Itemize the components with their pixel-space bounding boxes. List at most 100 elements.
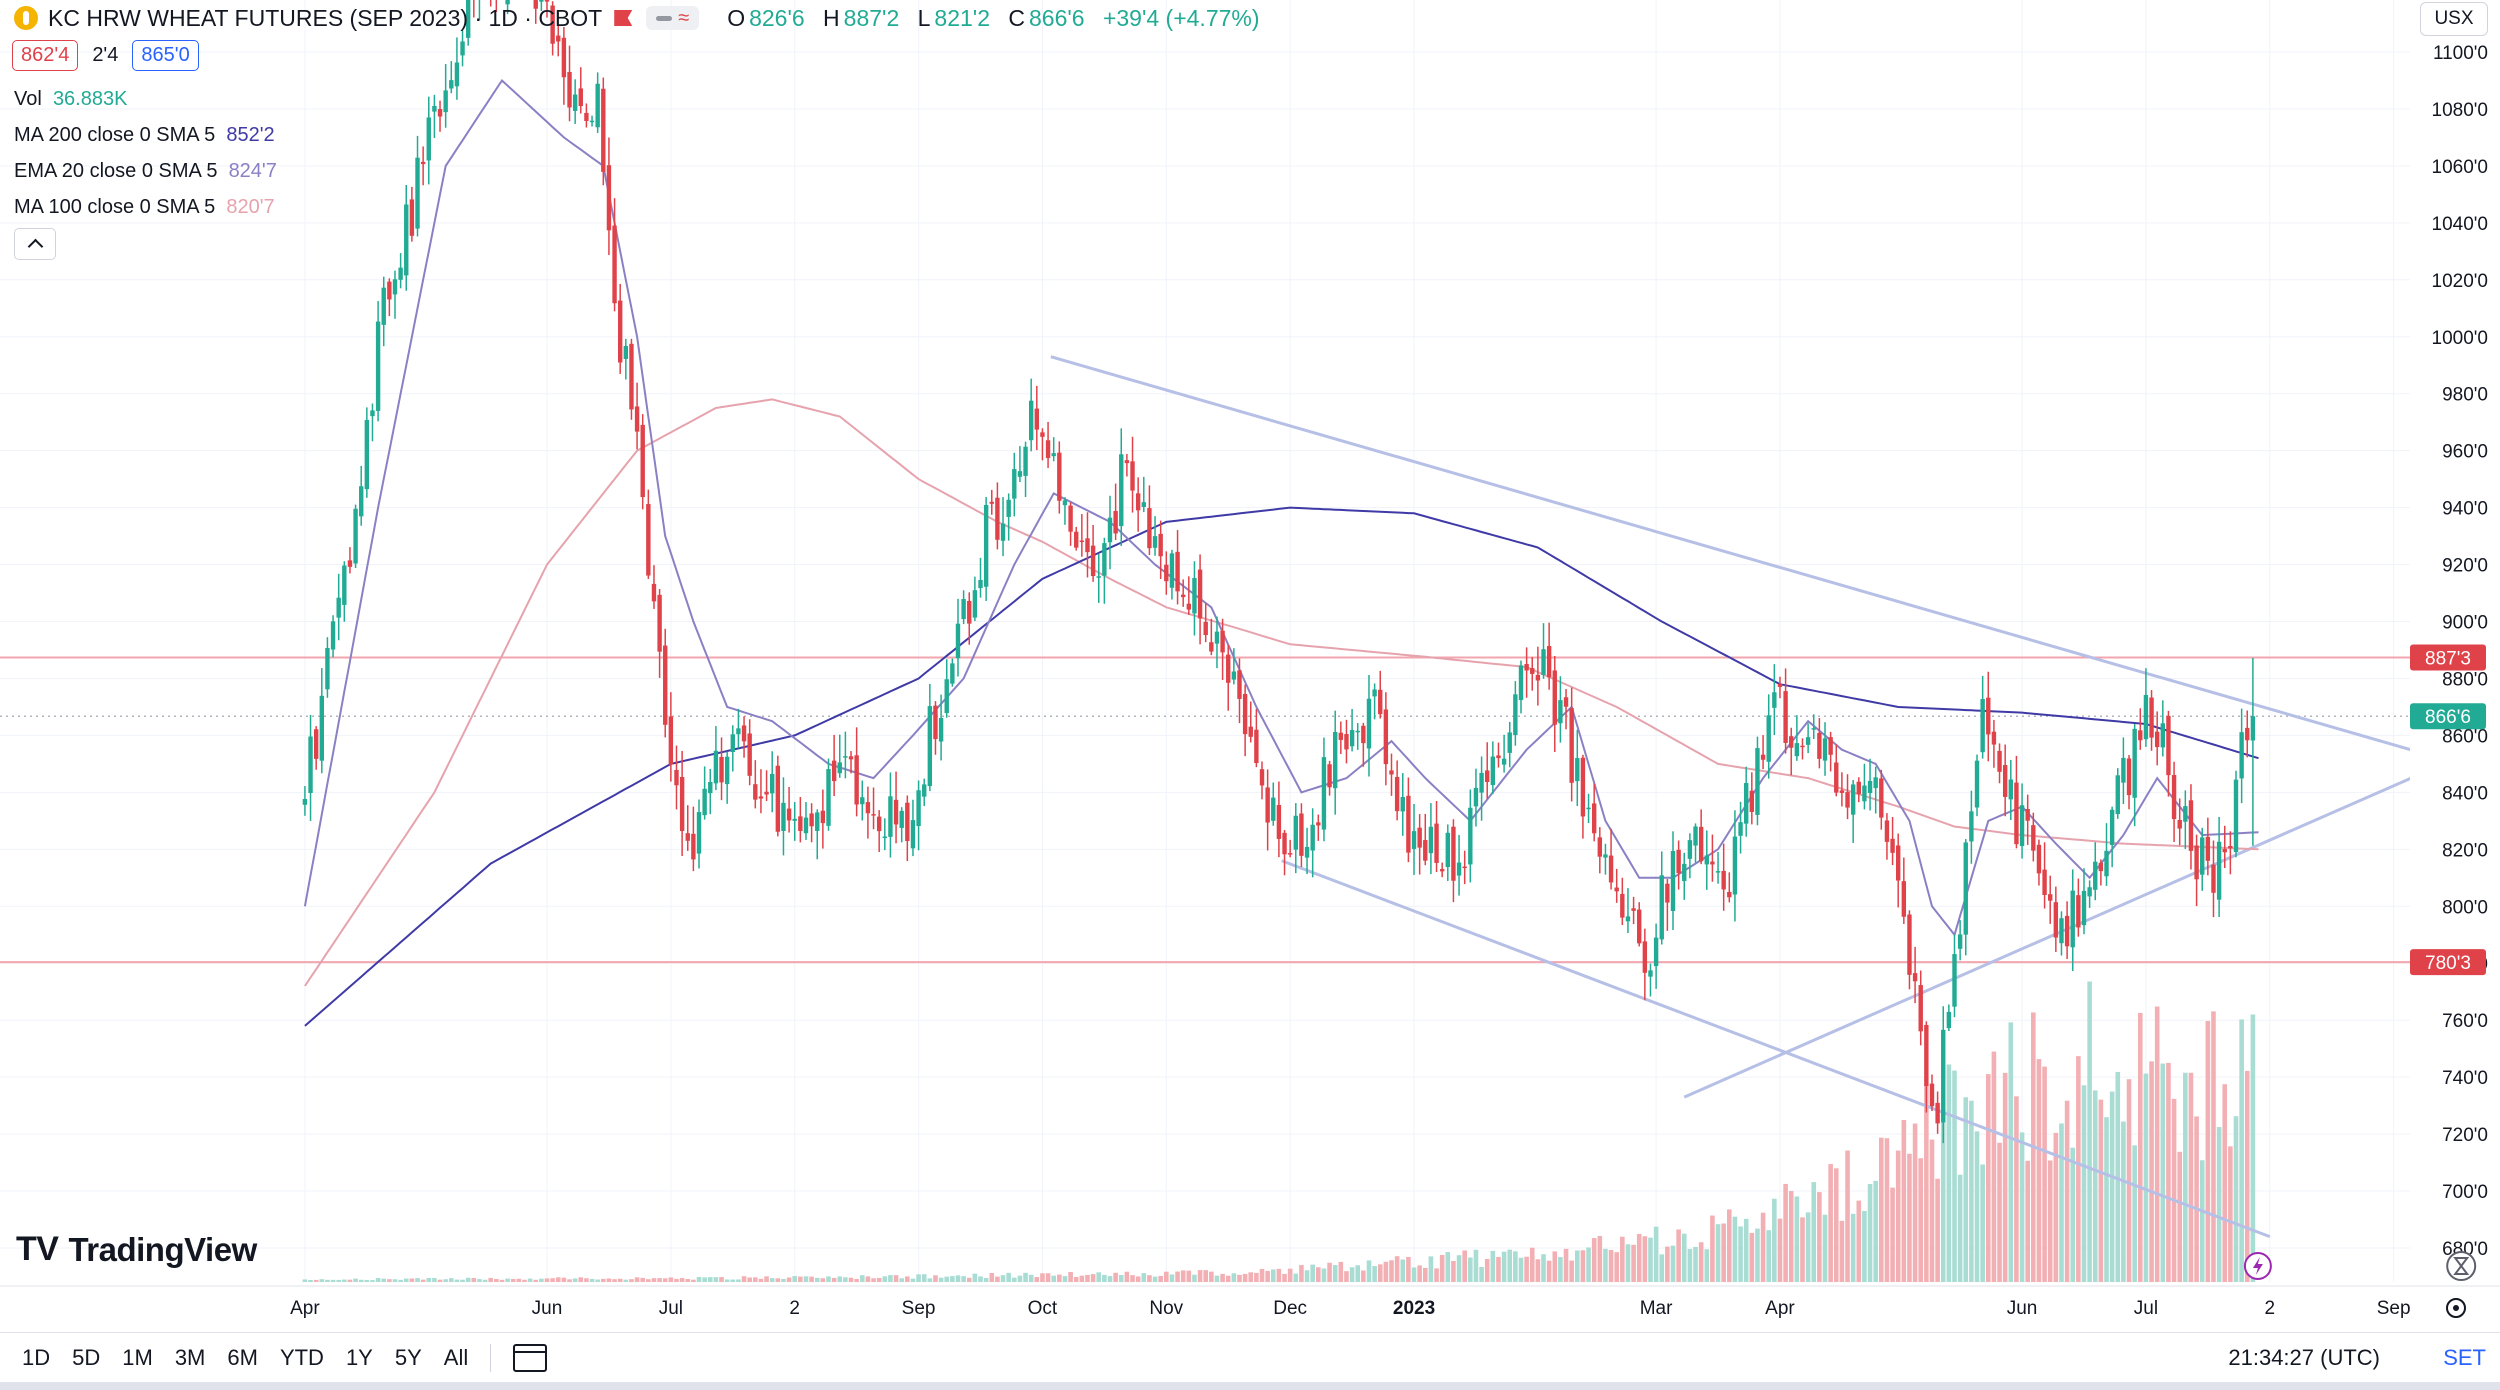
candle-body	[2093, 861, 2098, 890]
legend-ema20[interactable]: EMA 20 close 0 SMA 5 824'7	[14, 160, 277, 183]
candle-body	[1749, 790, 1755, 812]
candle-body	[1462, 866, 1467, 869]
minus-icon	[656, 15, 673, 21]
volume-bar	[1028, 1274, 1034, 1282]
volume-bar	[1192, 1274, 1197, 1282]
candle-body	[1513, 694, 1518, 736]
price-tick-label: 700'0	[2442, 1182, 2488, 1203]
volume-bar	[685, 1278, 691, 1282]
volume-bar	[798, 1276, 803, 1282]
range-1d[interactable]: 1D	[22, 1345, 51, 1370]
goto-date-icon[interactable]	[513, 1344, 548, 1372]
range-all[interactable]: All	[443, 1345, 469, 1370]
volume-bar	[2014, 1096, 2019, 1282]
range-ytd[interactable]: YTD	[279, 1345, 324, 1370]
volume-bar	[2205, 1021, 2211, 1282]
volume-bar	[1203, 1270, 1209, 1282]
volume-bar	[1377, 1264, 1383, 1282]
candle-body	[1867, 780, 1873, 794]
time-tick-label: Nov	[1149, 1298, 1183, 1319]
candle-body	[330, 621, 336, 650]
candle-body	[1862, 785, 1867, 802]
candle-body	[1394, 776, 1400, 812]
candle-body	[955, 623, 961, 659]
candle-body	[702, 788, 707, 816]
volume-bar	[1062, 1276, 1068, 1282]
price-tick-label: 1020'0	[2432, 271, 2488, 292]
collapse-legend-button[interactable]	[14, 228, 56, 260]
volume-bar	[527, 1278, 533, 1282]
volume-bar	[955, 1275, 961, 1282]
time-tick-label: Jun	[532, 1298, 563, 1319]
candle-body	[1665, 883, 1670, 903]
time-tick-label: Dec	[1273, 1298, 1307, 1319]
volume-bar	[584, 1278, 589, 1282]
candle-body	[1884, 820, 1890, 842]
sell-button[interactable]: 862'4	[12, 40, 79, 71]
candle-body	[381, 287, 386, 325]
symbol-title[interactable]: KC HRW WHEAT FUTURES (SEP 2023) · 1D · C…	[48, 4, 603, 31]
range-5y[interactable]: 5Y	[394, 1345, 422, 1370]
candle-body	[1006, 499, 1011, 517]
price-tick-label: 800'0	[2442, 897, 2488, 918]
volume-bar	[927, 1278, 933, 1282]
volume-bar	[831, 1277, 837, 1282]
volume-bar	[1895, 1150, 1901, 1282]
range-5d[interactable]: 5D	[72, 1345, 101, 1370]
volume-bar	[443, 1279, 448, 1282]
indicator-toggle-pill[interactable]: ≈	[646, 6, 700, 30]
buy-button[interactable]: 865'0	[132, 40, 199, 71]
candle-body	[826, 769, 831, 826]
volume-bar	[482, 1279, 488, 1282]
volume-bar	[753, 1277, 758, 1282]
candle-body	[2222, 848, 2227, 853]
range-6m[interactable]: 6M	[227, 1345, 258, 1370]
volume-bar	[1749, 1232, 1755, 1282]
volume-bar	[370, 1280, 375, 1282]
volume-bar	[1715, 1224, 1721, 1282]
candle-body	[1929, 1083, 1935, 1107]
legend-volume[interactable]: Vol 36.883K	[14, 88, 127, 111]
candle-body	[1772, 692, 1777, 708]
range-1y[interactable]: 1Y	[345, 1345, 373, 1370]
legend-ma100[interactable]: MA 100 close 0 SMA 5 820'7	[14, 196, 275, 219]
volume-bar	[2053, 1132, 2059, 1282]
volume-bar	[950, 1276, 955, 1282]
candle-body	[657, 594, 662, 652]
candle-body	[848, 756, 854, 760]
session-button[interactable]: SET	[2443, 1345, 2486, 1370]
volume-bar	[1850, 1213, 1856, 1282]
flag-icon[interactable]	[614, 10, 633, 26]
time-tick-label: Mar	[1640, 1298, 1673, 1319]
utc-clock[interactable]: 21:34:27 (UTC)	[2228, 1345, 2380, 1370]
candle-body	[1879, 778, 1884, 818]
candle-body	[2121, 757, 2126, 783]
volume-bar	[1006, 1272, 1011, 1282]
volume-bar	[876, 1277, 882, 1282]
candle-body	[1321, 757, 1327, 830]
time-tick-label: Apr	[290, 1298, 320, 1319]
candle-body	[933, 705, 938, 740]
volume-bar	[651, 1278, 657, 1282]
price-tick-label: 1040'0	[2432, 214, 2488, 235]
volume-bar	[2115, 1071, 2121, 1282]
volume-bar	[989, 1273, 995, 1282]
candle-body	[2115, 775, 2120, 815]
candle-body	[1682, 863, 1687, 882]
price-chart[interactable]: 1100'0 1080'0 1060'0 1040'0 1020'0 1000'0 980'…	[0, 0, 2500, 1332]
range-3m[interactable]: 3M	[174, 1345, 206, 1370]
volume-bar	[2036, 1059, 2042, 1282]
volume-bar	[1400, 1259, 1406, 1282]
volume-bar	[713, 1277, 719, 1282]
volume-bar	[1445, 1252, 1451, 1282]
range-1m[interactable]: 1M	[122, 1345, 153, 1370]
volume-bar	[1152, 1276, 1158, 1282]
volume-bar	[1698, 1242, 1704, 1282]
tradingview-logo[interactable]: TV TradingView	[16, 1230, 257, 1269]
candle-body	[1569, 708, 1574, 783]
currency-selector[interactable]: USX	[2420, 2, 2488, 36]
legend-ma200[interactable]: MA 200 close 0 SMA 5 852'2	[14, 124, 275, 147]
candle-body	[2104, 850, 2109, 877]
volume-bar	[1794, 1196, 1800, 1282]
candle-body	[2200, 837, 2205, 875]
